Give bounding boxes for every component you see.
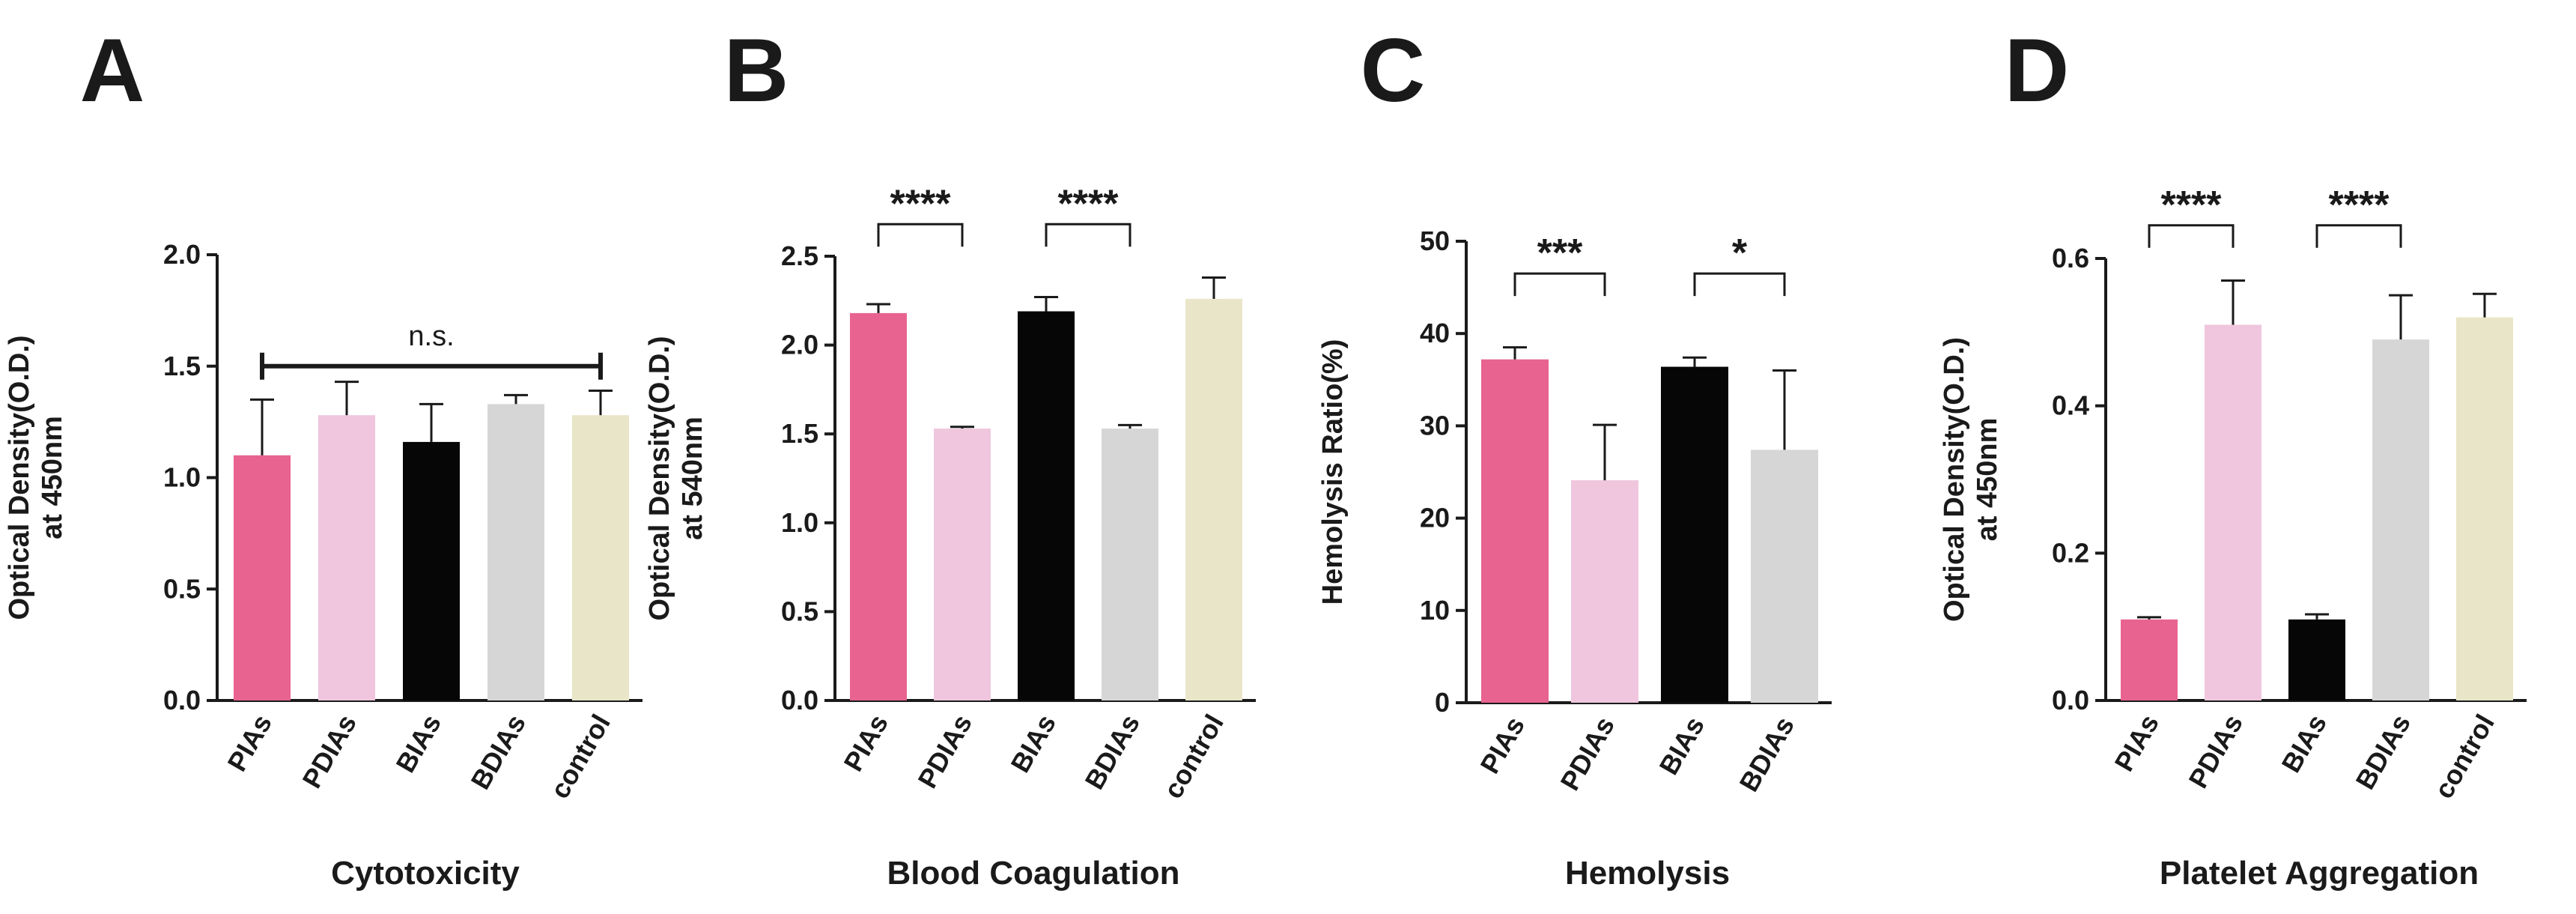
significance-label: ****	[890, 182, 952, 226]
x-axis-title: Cytotoxicity	[331, 855, 520, 892]
y-axis-title-line2: at 450nm	[37, 416, 68, 539]
y-tick-label: 30	[1420, 410, 1450, 441]
bar-BDIAs	[1102, 429, 1158, 700]
bar-PIAs	[850, 312, 907, 700]
bar-BIAs	[2288, 619, 2345, 700]
bar-PIAs	[234, 455, 291, 700]
y-tick-label: 1.5	[781, 418, 818, 449]
y-axis-title-line2: at 450nm	[1972, 418, 2003, 542]
y-tick-label: 10	[1420, 595, 1450, 626]
bar-PIAs	[2121, 619, 2178, 700]
x-axis-title: Hemolysis	[1565, 855, 1730, 892]
y-axis-title-line2: at 540nm	[677, 417, 708, 540]
significance-label: ***	[1537, 231, 1583, 275]
y-axis-title: Optical Density(O.D.)	[4, 335, 35, 620]
bar-BDIAs	[487, 404, 544, 700]
significance-label: *	[1732, 231, 1748, 275]
significance-label: ****	[1058, 182, 1120, 226]
y-tick-label: 0.4	[2052, 390, 2089, 421]
significance-label: ****	[2329, 184, 2390, 227]
category-label: PDIAs	[296, 709, 362, 793]
bar-PIAs	[1481, 359, 1549, 703]
category-label: BDIAs	[1078, 709, 1146, 795]
bar-BIAs	[403, 441, 460, 700]
bar-PDIAs	[1571, 480, 1638, 703]
y-axis-title: Hemolysis Ratio(%)	[1317, 339, 1349, 605]
category-label: control	[2428, 709, 2500, 804]
category-label: PIAs	[2108, 709, 2165, 777]
bar-BDIAs	[2372, 339, 2429, 700]
category-label: BIAs	[2275, 709, 2333, 778]
y-tick-label: 50	[1420, 226, 1450, 256]
category-label: BDIAs	[1733, 712, 1800, 797]
panel-letter: B	[724, 20, 789, 121]
y-tick-label: 2.0	[781, 330, 818, 360]
significance-bracket	[1693, 272, 1786, 297]
y-tick-label: 0	[1435, 687, 1450, 718]
y-tick-label: 1.5	[163, 351, 201, 381]
y-axis-title: Optical Density(O.D.)	[644, 336, 675, 620]
y-tick-label: 0.2	[2052, 537, 2089, 568]
category-label: PIAs	[221, 709, 278, 777]
bar-control	[2456, 317, 2513, 700]
y-axis-title: Optical Density(O.D.)	[1939, 337, 1970, 622]
significance-bracket	[2148, 224, 2235, 248]
panel-B: B 0.0 0.5 1.0 1.5 2.0 2.5 Optical Density(O.D.)…	[644, 20, 1256, 892]
bar-BIAs	[1018, 311, 1075, 701]
category-label: PIAs	[837, 709, 894, 777]
category-label: BIAs	[1004, 709, 1062, 778]
bar-BDIAs	[1751, 450, 1818, 703]
y-tick-label: 0.0	[781, 685, 818, 715]
category-label: PDIAs	[1554, 712, 1620, 796]
category-label: PDIAs	[2182, 709, 2249, 793]
y-tick-label: 0.5	[163, 573, 201, 604]
significance-bracket	[2315, 224, 2402, 248]
y-tick-label: 2.5	[781, 240, 818, 271]
y-tick-label: 2.0	[163, 239, 201, 270]
significance-label: n.s.	[408, 321, 454, 352]
category-label: BIAs	[389, 709, 447, 778]
category-label: PDIAs	[911, 709, 978, 793]
significance-bracket	[877, 223, 964, 247]
panel-A: A 0.0 0.5 1.0 1.5 2.0 Optical Density(O.D.) at …	[4, 20, 643, 892]
category-label: BDIAs	[2349, 709, 2416, 795]
panel-D: D 0.0 0.2 0.4 0.6 Optical Density(O.D.) at 450…	[1939, 20, 2527, 892]
x-axis-title: Platelet Aggregation	[2160, 855, 2479, 892]
y-tick-label: 0.0	[163, 685, 201, 715]
y-tick-label: 20	[1420, 503, 1450, 533]
bar-PDIAs	[2205, 324, 2261, 700]
category-label: PIAs	[1474, 712, 1531, 779]
y-tick-label: 0.6	[2052, 243, 2089, 273]
y-tick-label: 0.0	[2052, 685, 2089, 715]
significance-label: ****	[2161, 184, 2223, 227]
y-tick-label: 1.0	[163, 462, 201, 493]
significance-bracket	[1045, 223, 1131, 247]
panel-letter: D	[2005, 20, 2070, 121]
bar-control	[572, 415, 629, 700]
y-tick-label: 1.0	[781, 507, 818, 538]
y-tick-label: 0.5	[781, 596, 818, 626]
significance-bracket	[1513, 272, 1606, 297]
bar-BIAs	[1661, 366, 1728, 703]
bar-PDIAs	[934, 429, 991, 700]
category-label: control	[1157, 709, 1230, 804]
bar-PDIAs	[318, 415, 375, 700]
category-label: control	[544, 709, 616, 804]
panel-C: C 0 10 20 30 40 50 Hemolysis Ratio(%) PIAs PDIAs B…	[1317, 20, 1832, 892]
x-axis-title: Blood Coagulation	[887, 855, 1179, 892]
panel-letter: A	[80, 20, 145, 121]
category-label: BIAs	[1653, 712, 1710, 781]
category-label: BDIAs	[464, 709, 532, 795]
bar-control	[1185, 298, 1242, 701]
y-tick-label: 40	[1420, 318, 1450, 348]
panel-letter: C	[1361, 20, 1426, 121]
